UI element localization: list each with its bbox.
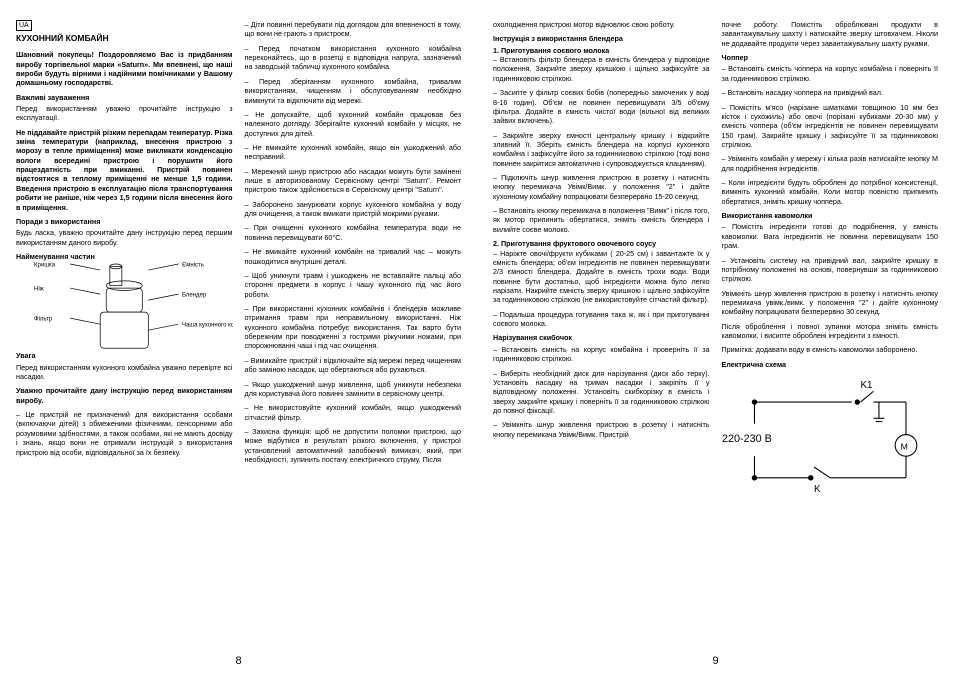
read-head: Уважно прочитайте дану інструкцію перед … [16, 386, 233, 405]
svg-text:K1: K1 [860, 380, 872, 391]
cf2: – Установіть систему на привідний вал, з… [722, 256, 939, 284]
read-text: – Це пристрій не призначений для викорис… [16, 410, 233, 457]
cf1: – Помістіть інгредієнти готові до подріб… [722, 222, 939, 250]
temp-warning: Не піддавайте пристрій різким перепадам … [16, 128, 233, 212]
lc2-p8: – При очищенні кухонного комбайна темпер… [245, 223, 462, 242]
sl1: – Встановіть ємність на корпус комбайна … [493, 345, 710, 364]
page-left: UA КУХОННИЙ КОМБАЙН Шановний покупець! П… [0, 0, 477, 675]
c2: – Встановіть насадку чоппера на привідни… [722, 88, 939, 97]
svg-text:Ніж: Ніж [34, 287, 44, 293]
rc2-p1: почне роботу. Помістіть оброблювані прод… [722, 20, 939, 48]
left-columns: UA КУХОННИЙ КОМБАЙН Шановний покупець! П… [16, 20, 461, 647]
circuit-diagram: M [722, 375, 939, 465]
tips-head: Поради з використання [16, 217, 233, 226]
tips-text: Будь ласка, уважно прочитайте дану інстр… [16, 228, 233, 247]
elec-head: Електрична схема [722, 360, 939, 369]
lc2-p1: – Діти повинні перебувати під доглядом д… [245, 20, 462, 39]
lc2-p12: – Вимикайте пристрій і відключайте від м… [245, 356, 462, 375]
warning-text: Перед використанням кухонного комбайна у… [16, 363, 233, 382]
lc2-p2: – Перед початком використання кухонного … [245, 44, 462, 72]
right-columns: охолодження пристрою мотор відновлює сво… [493, 20, 938, 647]
main-title: КУХОННИЙ КОМБАЙН [16, 33, 233, 44]
s1p1: – Встановіть фільтр блендера в ємність б… [493, 55, 710, 83]
right-col-1: охолодження пристрою мотор відновлює сво… [493, 20, 710, 647]
rc1-p1: охолодження пристрою мотор відновлює сво… [493, 20, 710, 29]
parts-diagram: Кришка Ніж Фільтр Ємність Блендер Чаша к… [16, 266, 233, 346]
c5: – Коли інгредієнти будуть оброблені до п… [722, 178, 939, 206]
cf5: Примітка: додавати воду в ємність кавомо… [722, 345, 939, 354]
s1p2: – Засипте у фільтр соєвих бобів (поперед… [493, 88, 710, 125]
lc2-p10: – Щоб уникнути травм і ушкоджень не вста… [245, 271, 462, 299]
svg-text:K: K [813, 484, 820, 494]
lc2-p7: – Заборонено занурювати корпус кухонного… [245, 200, 462, 219]
svg-text:220-230 B: 220-230 B [722, 433, 772, 445]
left-col-2: – Діти повинні перебувати під доглядом д… [245, 20, 462, 647]
s1p4: – Підключіть шнур живлення пристрою в ро… [493, 173, 710, 201]
chop-head: Чоппер [722, 53, 939, 62]
s2p1: – Наріжте овочі/фрукти кубиками ( 20-25 … [493, 249, 710, 305]
circuit-svg: M [722, 375, 938, 494]
lc2-p3: – Перед зберіганням кухонного комбайна, … [245, 77, 462, 105]
lc2-p14: – Не використовуйте кухонний комбайн, як… [245, 403, 462, 422]
sl3: – Увімкніть шнур живлення пристрою в роз… [493, 420, 710, 439]
svg-text:Ємність: Ємність [182, 263, 204, 269]
warn-text: Перед використанням уважно прочитайте ін… [16, 104, 233, 123]
cf4: Після оброблення і повної зупинки мотора… [722, 322, 939, 341]
s1p5: – Встановіть кнопку перемикача в положен… [493, 206, 710, 234]
lc2-p15: – Захисна функція: щоб не допустити поло… [245, 427, 462, 464]
lc2-p9: – Не вмикайте кухонний комбайн на тривал… [245, 247, 462, 266]
greeting-text: Шановний покупець! Поздоровляємо Вас із … [16, 50, 233, 87]
inst-head: Інструкція з використання блендера [493, 34, 710, 43]
sl2: – Виберіть необхідний диск для нарізуван… [493, 369, 710, 416]
page-num-left: 8 [235, 655, 241, 667]
svg-text:M: M [900, 442, 907, 452]
lc2-p5: – Не вмикайте кухонний комбайн, якщо він… [245, 143, 462, 162]
c3: – Помістіть м'ясо (нарізане шматками тов… [722, 103, 939, 150]
right-col-2: почне роботу. Помістіть оброблювані прод… [722, 20, 939, 647]
flag-label: UA [16, 20, 32, 31]
lc2-p11: – При використанні кухонних комбайнів і … [245, 304, 462, 351]
parts-svg: Кришка Ніж Фільтр Ємність Блендер Чаша к… [16, 252, 233, 360]
cf3: Увімкніть шнур живлення пристрою в розет… [722, 289, 939, 317]
s2p2: – Подальша процедура готування така ж, я… [493, 310, 710, 329]
svg-text:Блендер: Блендер [182, 293, 207, 299]
lc2-p6: – Мережний шнур пристрою або насадки мож… [245, 167, 462, 195]
c4: – Увімкніть комбайн у мережу і кілька ра… [722, 154, 939, 173]
lc2-p13: – Якщо ушкоджений шнур живлення, щоб уни… [245, 380, 462, 399]
coffee-head: Використання кавомолки [722, 211, 939, 220]
lc2-p4: – Не допускайте, щоб кухонний комбайн пр… [245, 110, 462, 138]
svg-text:Чаша кухонного комбайна: Чаша кухонного комбайна [182, 322, 233, 329]
c1: – Встановіть ємність чоппера на корпус к… [722, 64, 939, 83]
slice-head: Нарізування скибочок [493, 333, 710, 342]
svg-text:Кришка: Кришка [34, 263, 56, 269]
s1p3: – Закрийте зверху ємності центральну кри… [493, 131, 710, 168]
warn-head: Важливі зауваження [16, 93, 233, 102]
page-right: охолодження пристрою мотор відновлює сво… [477, 0, 954, 675]
left-col-1: UA КУХОННИЙ КОМБАЙН Шановний покупець! П… [16, 20, 233, 647]
sub1: 1. Приготування соєвого молока [493, 46, 710, 55]
sub2: 2. Приготування фруктового овочевого соу… [493, 239, 710, 248]
svg-text:Фільтр: Фільтр [34, 317, 53, 323]
page-num-right: 9 [712, 655, 718, 667]
